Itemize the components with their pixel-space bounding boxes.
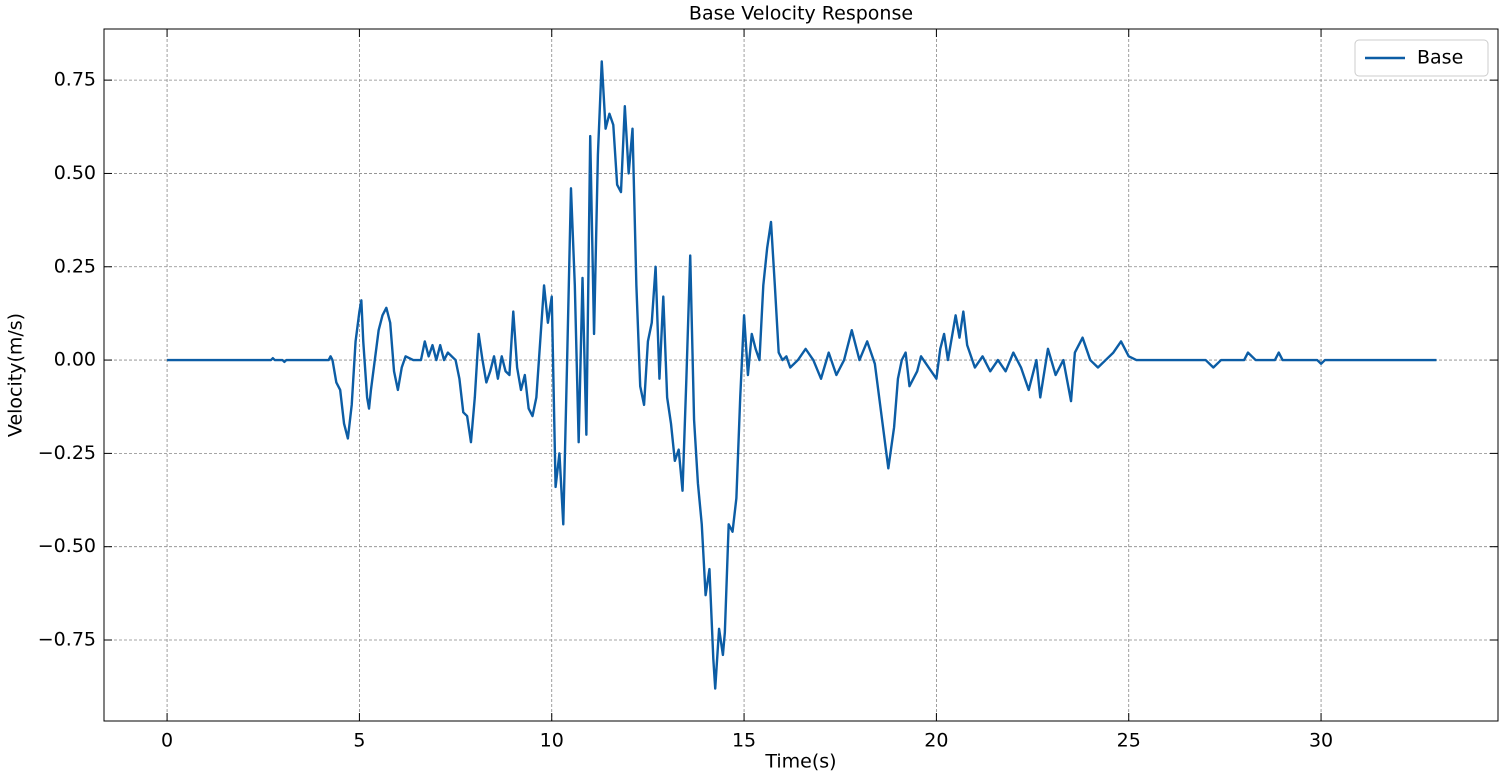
chart-title: Base Velocity Response <box>689 3 913 25</box>
y-tick-label: 0.75 <box>54 69 96 91</box>
x-tick-label: 20 <box>924 730 948 752</box>
plot-frame <box>103 28 1499 722</box>
y-tick-label: 0.00 <box>54 349 96 371</box>
y-tick-label: 0.50 <box>54 162 96 184</box>
x-tick-label: 25 <box>1117 730 1141 752</box>
y-tick-label: −0.75 <box>38 629 96 651</box>
y-tick-label: −0.25 <box>38 442 96 464</box>
legend-box <box>1354 39 1489 77</box>
x-tick-label: 5 <box>353 730 365 752</box>
x-axis-label: Time(s) <box>764 751 836 773</box>
data-line <box>167 60 1437 690</box>
x-tick-label: 15 <box>732 730 756 752</box>
legend-label: Base <box>1417 47 1463 69</box>
x-tick-label: 10 <box>540 730 564 752</box>
y-tick-label: −0.50 <box>38 535 96 557</box>
x-tick-label: 0 <box>161 730 173 752</box>
y-axis-label: Velocity(m/s) <box>5 313 27 437</box>
x-tick-label: 30 <box>1309 730 1333 752</box>
y-tick-label: 0.25 <box>54 255 96 277</box>
